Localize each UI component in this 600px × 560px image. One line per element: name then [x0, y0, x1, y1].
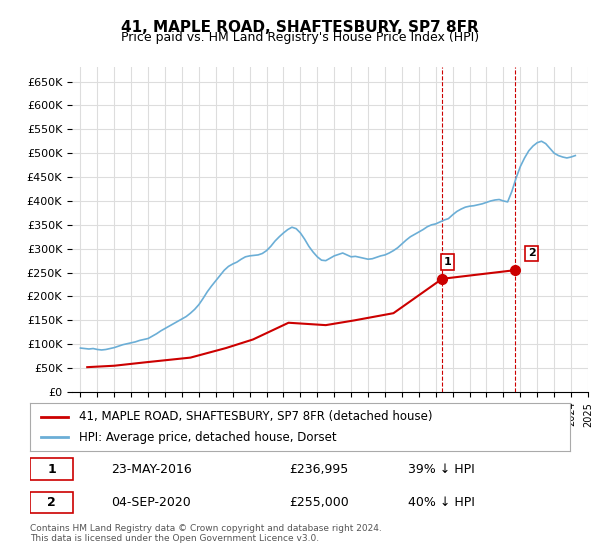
Text: £255,000: £255,000 [289, 496, 349, 509]
Text: 41, MAPLE ROAD, SHAFTESBURY, SP7 8FR (detached house): 41, MAPLE ROAD, SHAFTESBURY, SP7 8FR (de… [79, 410, 432, 423]
FancyBboxPatch shape [30, 458, 73, 480]
Text: £236,995: £236,995 [289, 463, 349, 475]
Text: 1: 1 [443, 257, 451, 267]
Text: 23-MAY-2016: 23-MAY-2016 [111, 463, 192, 475]
Text: Price paid vs. HM Land Registry's House Price Index (HPI): Price paid vs. HM Land Registry's House … [121, 31, 479, 44]
Text: 41, MAPLE ROAD, SHAFTESBURY, SP7 8FR: 41, MAPLE ROAD, SHAFTESBURY, SP7 8FR [121, 20, 479, 35]
FancyBboxPatch shape [30, 492, 73, 514]
Text: 40% ↓ HPI: 40% ↓ HPI [408, 496, 475, 509]
Text: Contains HM Land Registry data © Crown copyright and database right 2024.
This d: Contains HM Land Registry data © Crown c… [30, 524, 382, 543]
Text: 2: 2 [528, 249, 536, 259]
Text: 04-SEP-2020: 04-SEP-2020 [111, 496, 191, 509]
Text: 39% ↓ HPI: 39% ↓ HPI [408, 463, 475, 475]
Text: 2: 2 [47, 496, 56, 509]
Text: HPI: Average price, detached house, Dorset: HPI: Average price, detached house, Dors… [79, 431, 336, 444]
Text: 1: 1 [47, 463, 56, 475]
